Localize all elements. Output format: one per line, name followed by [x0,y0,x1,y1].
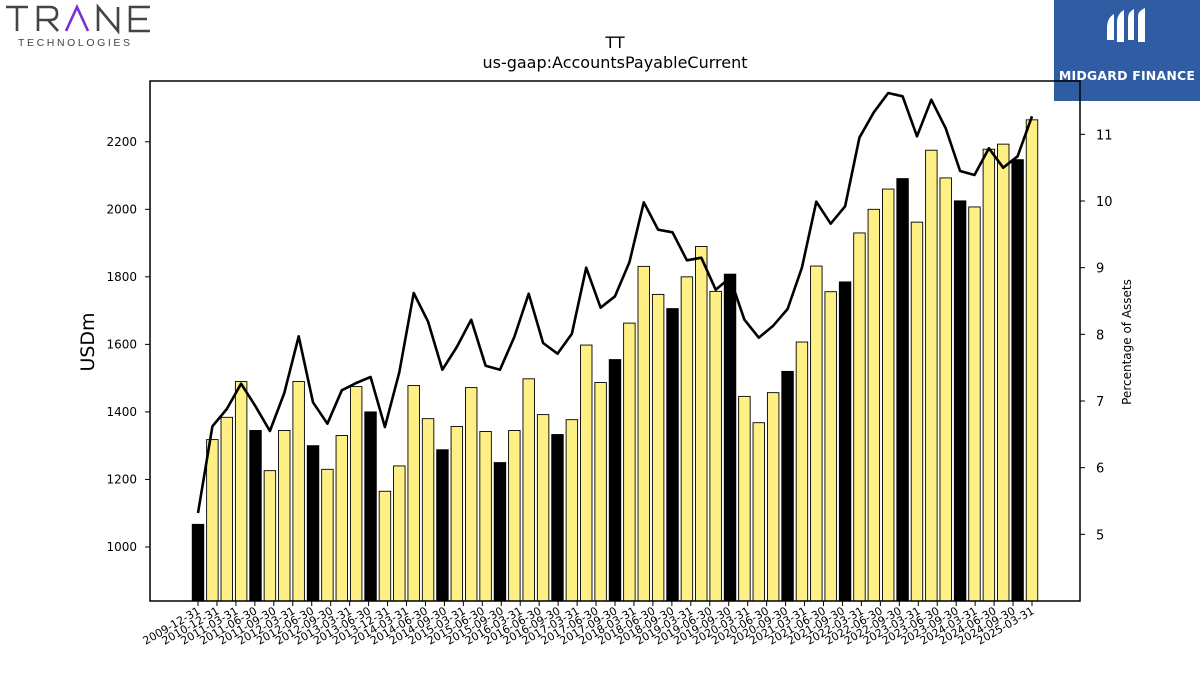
midgard-finance-logo: MIDGARD FINANCE [1054,0,1200,101]
bar [637,265,650,602]
bar [594,382,607,602]
bar [580,344,593,602]
chart-title: TT [604,33,624,52]
bar [335,435,348,602]
bar [910,221,924,602]
bar [867,208,881,602]
bar [695,246,708,602]
logo-subtitle: TECHNOLOGIES [18,37,133,49]
bar [465,387,478,602]
bar [623,322,636,602]
plot-frame [149,80,1081,602]
bar [810,265,823,602]
y2-tick-label: 7 [1096,395,1104,410]
bar [968,206,981,602]
y2-tick-label: 10 [1096,195,1113,210]
bar [249,430,262,602]
bar [925,149,938,602]
bar [838,281,852,602]
bar [292,381,305,602]
bar [997,143,1010,602]
y-tick-label: 1000 [106,540,137,554]
bar [536,414,550,602]
bar [479,431,492,602]
bar [824,291,837,602]
bar [939,177,952,602]
bar [565,419,579,602]
bar [349,386,363,602]
y-tick-label: 1600 [106,337,137,351]
bar [493,462,507,602]
bar [378,490,392,602]
bar [364,411,377,602]
y-axis-label: USDm [77,312,99,371]
bar [220,416,233,602]
y2-tick-label: 11 [1096,128,1113,143]
bar [421,418,435,602]
line-layer [196,91,1034,514]
bar [953,200,967,602]
bar [1011,159,1024,602]
bar [896,178,909,602]
midgard-emblem-icon [1107,8,1145,42]
bar [393,465,406,602]
bar [752,422,765,602]
bar [680,276,694,602]
percentage-line [196,91,1034,514]
logo-letter-n [96,3,120,35]
bar [407,385,420,602]
logo-letter-e [128,5,150,33]
bar [551,434,564,602]
bar [1025,119,1039,602]
bar [781,370,794,602]
bar [234,381,248,602]
bar [738,395,751,602]
bar [206,439,219,602]
y-tick-label: 1200 [106,472,137,486]
y-tick-label: 1400 [106,405,137,419]
y2-tick-label: 6 [1096,462,1104,477]
y2-tick-label: 8 [1096,328,1104,343]
bar [666,308,679,602]
bar [723,273,737,602]
logo-letter-r [36,5,59,32]
bar [191,523,205,602]
y-tick-label: 2200 [106,135,137,149]
trane-technologies-logo: TECHNOLOGIES [0,0,170,55]
bar [982,148,996,602]
bar [766,392,780,602]
bar [436,449,449,602]
bar [508,430,521,602]
y2-tick-label: 9 [1096,262,1104,277]
chart-subtitle: us-gaap:AccountsPayableCurrent [482,53,747,72]
bar [709,290,722,602]
bar [278,430,291,602]
bar [853,232,866,602]
y-tick-label: 2000 [106,202,137,216]
bar [306,445,320,602]
bar [522,378,535,602]
bars-layer [191,119,1039,602]
midgard-finance-label: MIDGARD FINANCE [1058,68,1196,83]
bar [882,188,895,602]
bar [651,293,665,602]
y2-axis-label: Percentage of Assets [1120,279,1134,405]
bar [608,359,622,602]
bar [321,468,334,602]
bar [263,470,277,602]
axes-layer: 1000120014001600180020002200567891011200… [106,128,1112,647]
bar [450,425,464,602]
logo-letter-a [64,3,90,32]
bar [795,341,809,602]
y2-tick-label: 5 [1096,528,1104,543]
y-tick-label: 1800 [106,270,137,284]
